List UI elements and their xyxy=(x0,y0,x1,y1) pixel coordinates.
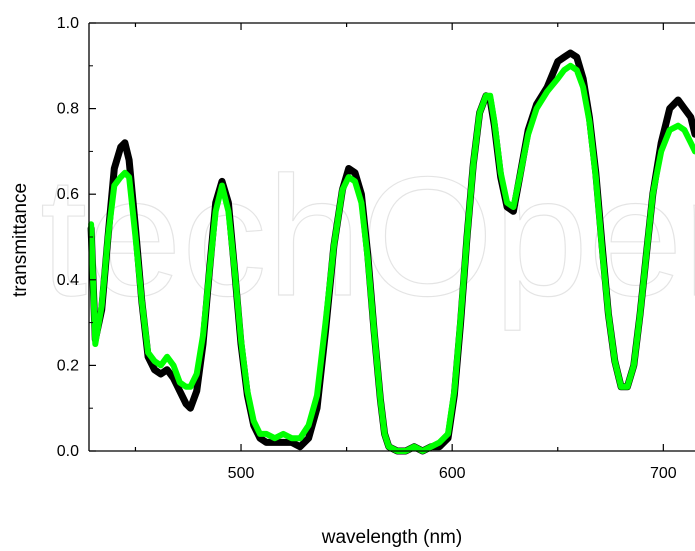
x-tick-label: 600 xyxy=(439,465,466,482)
series-layer xyxy=(87,49,695,455)
series-line-2 xyxy=(88,62,695,454)
y-tick-label: 0.0 xyxy=(57,443,79,460)
y-tick-label: 1.0 xyxy=(57,15,79,32)
x-axis-title: wavelength (nm) xyxy=(321,527,462,548)
tick-layer: 0.0 0.2 0.4 0.6 0.8 1.0 500 600 700 xyxy=(57,15,677,482)
y-tick-label: 0.6 xyxy=(57,186,79,203)
x-tick-label: 700 xyxy=(650,465,677,482)
y-axis-title: transmittance xyxy=(10,183,31,297)
y-tick-label: 0.4 xyxy=(57,272,79,289)
y-tick-label: 0.2 xyxy=(57,357,79,374)
y-tick-label: 0.8 xyxy=(57,101,79,118)
x-tick-label: 500 xyxy=(228,465,255,482)
